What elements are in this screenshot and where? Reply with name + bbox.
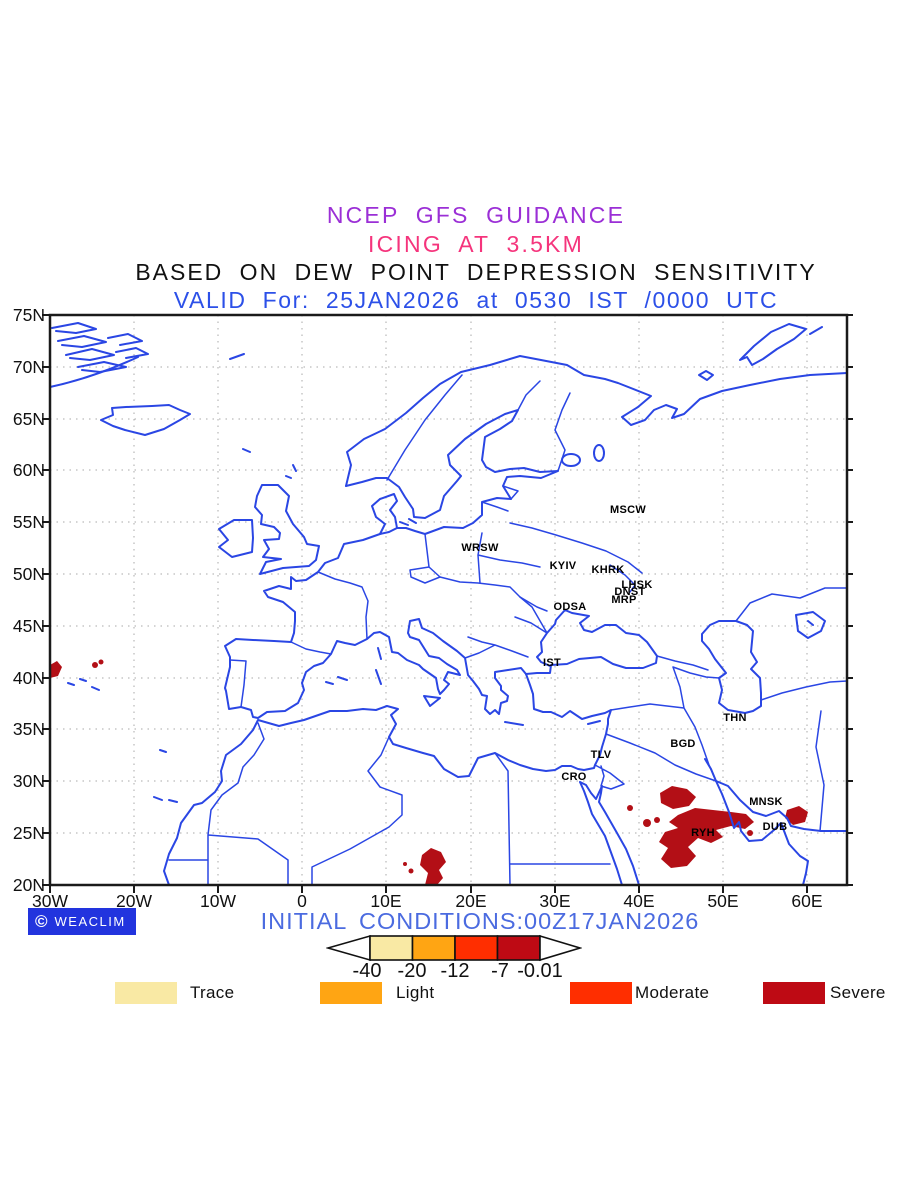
city-label-wrsw: WRSW <box>461 542 499 554</box>
colorbar-tick-label: -20 <box>397 960 427 982</box>
title-model: NCEP GFS GUIDANCE <box>326 202 626 228</box>
axis-tick-marks <box>42 314 853 893</box>
city-label-thn: THN <box>723 712 747 724</box>
x-axis-label: 20E <box>455 891 487 911</box>
y-axis-label: 50N <box>12 564 45 584</box>
x-axis-label: 30W <box>32 891 68 911</box>
city-label-mscw: MSCW <box>609 504 647 516</box>
y-axis-label: 70N <box>12 357 45 377</box>
y-axis-label: 60N <box>12 460 45 480</box>
y-axis-label: 35N <box>12 719 45 739</box>
city-label-kyiv: KYIV <box>549 560 577 572</box>
city-label-khrk: KHRK <box>591 564 625 576</box>
city-label-tlv: TLV <box>590 749 612 761</box>
legend-item-light: Light <box>320 982 434 1004</box>
severe-icing-regions <box>50 659 808 885</box>
city-label-ist: IST <box>542 657 562 669</box>
legend-label: Moderate <box>635 983 710 1002</box>
legend-item-trace: Trace <box>115 982 234 1004</box>
colorbar-segment-trace <box>369 935 414 961</box>
city-label-odsa: ODSA <box>553 601 587 613</box>
title-valid-time: VALID For: 25JAN2026 at 0530 IST /0000 U… <box>173 287 779 313</box>
legend-label: Severe <box>830 983 886 1002</box>
city-label-dub: DUB <box>762 821 788 833</box>
colorbar-segment-light <box>411 935 456 961</box>
y-axis-label: 55N <box>12 512 45 532</box>
map-frame <box>48 313 849 887</box>
x-axis-label: 10W <box>200 891 236 911</box>
y-axis-label: 25N <box>12 823 45 843</box>
y-axis-label: 40N <box>12 668 45 688</box>
colorbar-tick-label: -40 <box>352 960 382 982</box>
colorbar-left-arrow <box>326 934 371 962</box>
y-axis-label: 65N <box>12 409 45 429</box>
city-label-cro: CRO <box>561 771 587 783</box>
x-axis-label: 50E <box>707 891 739 911</box>
y-axis-label: 45N <box>12 616 45 636</box>
legend-label: Light <box>396 983 435 1002</box>
logo-text: WEACLIM <box>54 914 126 929</box>
x-axis-label: 40E <box>623 891 655 911</box>
coastlines <box>49 322 848 886</box>
copyright-icon: © <box>35 912 48 931</box>
legend-swatch <box>763 982 825 1004</box>
country-borders <box>168 374 848 886</box>
colorbar-tick-label: -12 <box>440 960 470 982</box>
legend-swatch <box>570 982 632 1004</box>
weaclim-logo: © WEACLIM <box>28 908 136 935</box>
city-label-ryh: RYH <box>691 827 715 839</box>
x-axis-label: 30E <box>539 891 571 911</box>
city-label-mnsk: MNSK <box>749 796 783 808</box>
colorbar-tick-label: -7 <box>491 960 509 982</box>
legend-item-moderate: Moderate <box>570 982 709 1004</box>
y-axis-label: 30N <box>12 771 45 791</box>
colorbar-segment-severe <box>496 935 541 961</box>
x-axis-label: 0 <box>297 891 307 911</box>
title-product: ICING AT 3.5KM <box>368 231 584 257</box>
colorbar-segment-moderate <box>454 935 499 961</box>
x-axis-label: 20W <box>116 891 152 911</box>
title-method: BASED ON DEW POINT DEPRESSION SENSITIVIT… <box>135 259 817 285</box>
legend-swatch <box>115 982 177 1004</box>
colorbar-tick-label: -0.01 <box>517 960 563 982</box>
europe-map <box>42 313 853 893</box>
y-axis-label: 20N <box>12 875 45 895</box>
legend-swatch <box>320 982 382 1004</box>
city-label-dnst: DNST <box>614 586 646 598</box>
city-label-mrp: MRP <box>611 594 637 606</box>
x-axis-label: 10E <box>370 891 402 911</box>
city-label-bgd: BGD <box>670 738 696 750</box>
x-axis-label: 60E <box>791 891 823 911</box>
legend-label: Trace <box>190 983 235 1002</box>
city-label-lhsk: LHSK <box>621 579 653 591</box>
y-axis-label: 75N <box>12 305 45 325</box>
initial-conditions-text: INITIAL CONDITIONS:00Z17JAN2026 <box>260 908 700 934</box>
map-panel: MSCW WRSW KYIV KHRK LHSK DNST MRP ODSA IST THN BGD… <box>40 305 857 895</box>
legend-item-severe: Severe <box>763 982 886 1004</box>
icing-colorbar <box>326 934 582 962</box>
colorbar-right-arrow <box>539 934 582 962</box>
